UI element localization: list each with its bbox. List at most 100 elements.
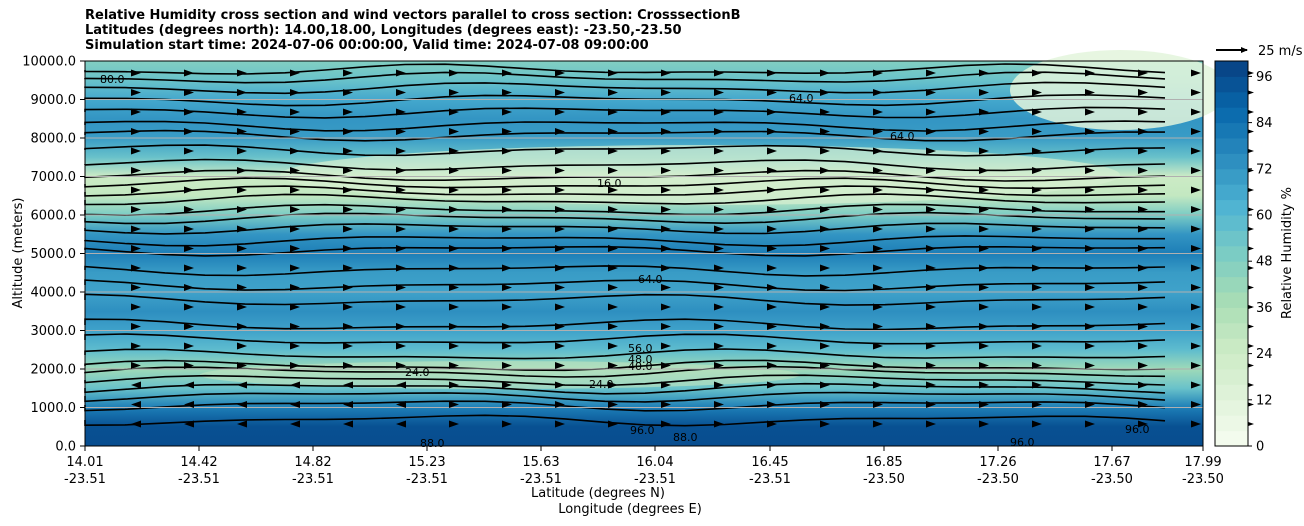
wind-vector — [1138, 264, 1148, 272]
contour-label: 88.0 — [420, 437, 445, 450]
wind-vector — [290, 381, 300, 389]
wind-vector — [767, 323, 777, 330]
colorbar-tick-label: 48 — [1256, 255, 1273, 270]
wind-vector — [714, 323, 724, 330]
x-tick-label-lon: -23.51 — [520, 472, 562, 487]
wind-vector — [608, 206, 618, 213]
title-line-2: Latitudes (degrees north): 14.00,18.00, … — [85, 23, 682, 38]
wind-vector — [1085, 186, 1095, 194]
contour-label: 48.0 — [628, 353, 653, 366]
wind-vector — [343, 167, 353, 174]
contour-line — [84, 318, 1166, 331]
wind-vector — [396, 147, 406, 155]
wind-vector — [343, 147, 353, 155]
wind-vector — [502, 206, 512, 213]
wind-vector — [237, 108, 247, 116]
wind-vector — [502, 225, 512, 233]
wind-vector — [979, 420, 989, 428]
wind-vector — [343, 89, 353, 96]
wind-vector — [820, 206, 830, 213]
wind-vector — [1138, 401, 1148, 408]
wind-vector — [767, 362, 777, 369]
wind-vector — [184, 342, 194, 350]
wind-vector — [979, 167, 989, 174]
wind-vector — [608, 89, 618, 96]
wind-vector — [608, 128, 618, 135]
colorbar-segment — [1215, 430, 1248, 447]
wind-vector — [661, 206, 671, 213]
x-tick-label-lat: 14.82 — [294, 455, 331, 470]
wind-vector — [555, 69, 565, 77]
contour-line — [84, 177, 1166, 190]
contour-line — [84, 158, 1166, 172]
wind-vector — [449, 128, 459, 135]
wind-vector — [343, 128, 353, 135]
wind-vector — [502, 89, 512, 96]
wind-vector — [767, 342, 777, 350]
wind-vector — [608, 401, 618, 408]
wind-vector — [290, 323, 300, 330]
wind-vector — [290, 128, 300, 135]
wind-vector — [979, 245, 989, 252]
wind-vector — [926, 303, 936, 311]
wind-vector — [979, 206, 989, 213]
wind-vector — [1191, 342, 1201, 350]
wind-vector — [979, 147, 989, 155]
title-line-1: Relative Humidity cross section and wind… — [85, 8, 741, 23]
wind-vector — [1032, 186, 1042, 194]
wind-vector — [396, 264, 406, 272]
wind-vector — [926, 342, 936, 350]
wind-vector — [237, 284, 247, 291]
wind-vector — [131, 167, 141, 174]
contour-line — [84, 144, 1166, 157]
wind-vector — [131, 401, 141, 408]
wind-vector — [1138, 89, 1148, 96]
wind-vector — [661, 186, 671, 194]
wind-vector — [979, 186, 989, 194]
x-axis-label-longitude: Longitude (degrees E) — [558, 502, 702, 517]
colorbar-segment — [1215, 230, 1248, 247]
wind-vector — [1085, 323, 1095, 330]
colorbar-segment — [1215, 307, 1248, 324]
wind-vector — [608, 323, 618, 330]
wind-vector — [608, 108, 618, 116]
wind-vector — [979, 323, 989, 330]
wind-vector — [290, 303, 300, 311]
wind-vector — [714, 147, 724, 155]
wind-vector — [131, 303, 141, 311]
wind-vector — [343, 362, 353, 369]
wind-vector — [820, 69, 830, 77]
wind-vector — [873, 108, 883, 116]
wind-vector — [714, 420, 724, 428]
wind-vector — [873, 264, 883, 272]
wind-vector — [396, 420, 406, 428]
contour-line — [84, 193, 1166, 206]
wind-vector — [1032, 284, 1042, 291]
x-tick-label-lat: 16.85 — [865, 455, 902, 470]
wind-vector — [449, 186, 459, 194]
wind-vector — [926, 108, 936, 116]
y-tick-label: 9000.0 — [31, 93, 77, 108]
wind-vector — [555, 206, 565, 213]
wind-vector — [1191, 420, 1201, 428]
wind-vector — [396, 303, 406, 311]
contour-label: 96.0 — [1010, 436, 1035, 449]
wind-vector — [608, 264, 618, 272]
wind-vector — [131, 225, 141, 233]
contour-line — [84, 211, 1166, 225]
wind-vector — [661, 225, 671, 233]
wind-vector — [1085, 225, 1095, 233]
contour-line — [84, 279, 1166, 292]
wind-vector — [237, 323, 247, 330]
wind-vector — [1085, 206, 1095, 213]
wind-vector — [184, 206, 194, 213]
wind-vector — [396, 245, 406, 252]
wind-vector — [184, 264, 194, 272]
wind-vector — [820, 284, 830, 291]
colorbar-frame — [1214, 60, 1249, 447]
colorbar-tick-label: 36 — [1256, 301, 1273, 316]
wind-vector — [290, 284, 300, 291]
colorbar-segment — [1215, 122, 1248, 139]
wind-vector — [502, 401, 512, 408]
wind-vector — [131, 245, 141, 252]
